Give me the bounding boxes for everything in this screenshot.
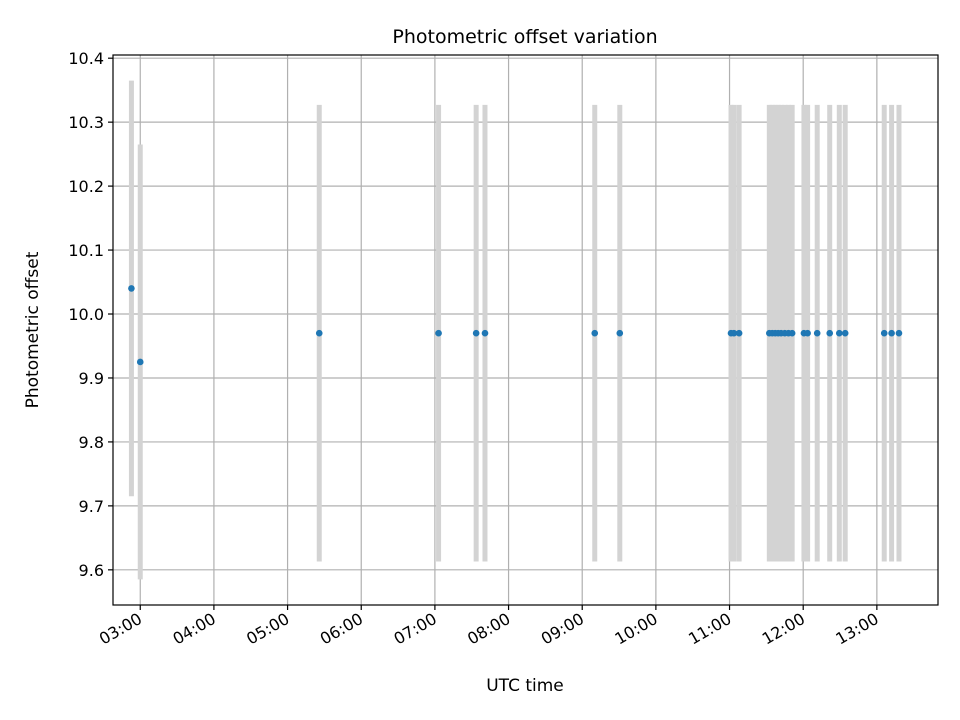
data-point (895, 329, 903, 337)
x-axis-label: UTC time (486, 676, 564, 696)
data-point (616, 329, 624, 337)
y-tick-label: 10.1 (68, 241, 104, 260)
data-point (591, 329, 599, 337)
y-tick-label: 9.7 (79, 497, 104, 516)
y-axis-ticks: 9.6 9.7 9.8 9.9 10.0 10.1 10.2 10.3 10.4 (68, 49, 113, 580)
y-tick-label: 10.0 (68, 305, 104, 324)
data-point (826, 329, 834, 337)
data-point (880, 329, 888, 337)
y-tick-label: 9.9 (79, 369, 104, 388)
data-point (804, 329, 811, 337)
y-tick-label: 10.4 (68, 49, 104, 68)
data-point (315, 329, 323, 337)
data-point (735, 329, 743, 337)
data-point (435, 329, 442, 337)
y-tick-label: 10.2 (68, 177, 104, 196)
y-tick-label: 9.6 (79, 561, 104, 580)
data-point (481, 329, 489, 337)
data-point (788, 329, 796, 337)
point-layer (128, 285, 903, 366)
data-point (888, 329, 895, 337)
chart-title: Photometric offset variation (392, 26, 657, 48)
data-point (472, 329, 480, 337)
plot-frame (112, 54, 939, 606)
data-point (813, 329, 821, 337)
data-point (841, 329, 849, 337)
data-point (730, 329, 738, 337)
data-point (835, 329, 843, 337)
y-axis-label: Photometric offset (23, 251, 43, 408)
y-tick-label: 9.8 (79, 433, 104, 452)
data-point (136, 358, 144, 366)
data-point (128, 285, 135, 292)
y-tick-label: 10.3 (68, 113, 104, 132)
